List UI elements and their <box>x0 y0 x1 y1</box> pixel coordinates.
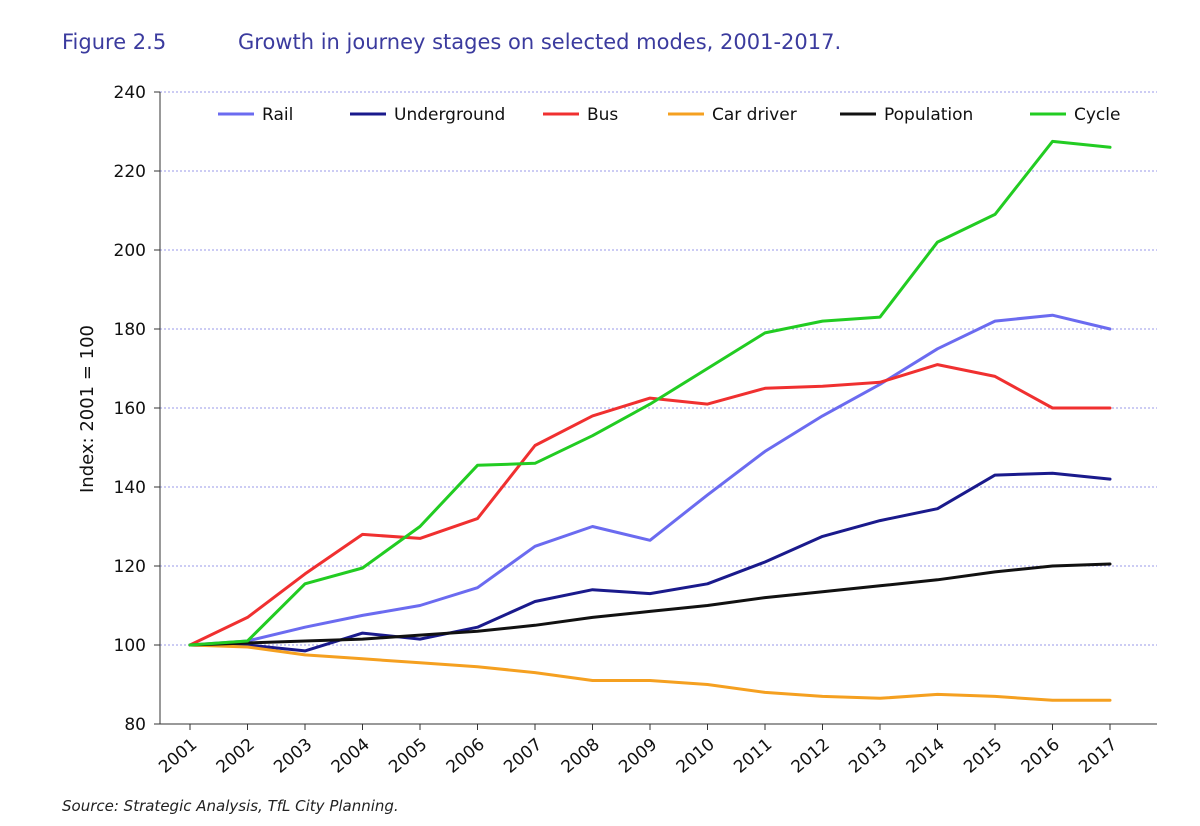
y-tick-label-120: 120 <box>114 557 146 577</box>
figure-label: Figure 2.5 <box>62 30 167 54</box>
y-tick-labels: 80 100 120 140 160 180 200 220 240 <box>114 83 146 735</box>
x-tick-label-2013: 2013 <box>845 735 891 778</box>
x-tick-label-2014: 2014 <box>903 735 949 778</box>
legend: Rail Underground Bus Car driver Population Cy… <box>218 105 1120 125</box>
x-tick-label-2002: 2002 <box>213 735 259 778</box>
x-tick-label-2015: 2015 <box>960 735 1006 778</box>
y-axis-title: Index: 2001 = 100 <box>77 325 98 493</box>
y-tick-label-100: 100 <box>114 636 146 656</box>
x-tick-label-2006: 2006 <box>443 735 489 778</box>
x-tick-label-2017: 2017 <box>1075 735 1121 778</box>
figure-title: Growth in journey stages on selected mod… <box>238 30 842 54</box>
y-tick-label-220: 220 <box>114 162 146 182</box>
series-lines <box>188 139 1112 702</box>
x-tick-labels: 2001 2002 2003 2004 2005 2006 2007 2008 2009 2010… <box>155 735 1121 778</box>
legend-label-cycle: Cycle <box>1074 105 1120 125</box>
series-line-car-driver <box>188 643 1112 702</box>
y-tick-label-180: 180 <box>114 320 146 340</box>
y-tick-label-140: 140 <box>114 478 146 498</box>
legend-label-underground: Underground <box>394 105 505 125</box>
x-tick-label-2004: 2004 <box>328 735 374 778</box>
legend-label-bus: Bus <box>587 105 618 125</box>
x-tick-label-2007: 2007 <box>500 735 546 778</box>
series-line-cycle <box>188 139 1112 647</box>
source-note: Source: Strategic Analysis, TfL City Pla… <box>62 797 399 815</box>
x-tick-label-2001: 2001 <box>155 735 201 778</box>
x-tick-label-2008: 2008 <box>558 735 604 778</box>
series-line-rail <box>188 313 1112 647</box>
series-line-underground <box>188 471 1112 653</box>
legend-label-population: Population <box>884 105 973 125</box>
x-tick-label-2011: 2011 <box>730 735 776 778</box>
x-tick-label-2010: 2010 <box>673 735 719 778</box>
x-tick-label-2003: 2003 <box>270 735 316 778</box>
x-tick-label-2005: 2005 <box>385 735 431 778</box>
axes <box>154 91 1157 730</box>
x-tick-label-2016: 2016 <box>1018 735 1064 778</box>
legend-label-car-driver: Car driver <box>712 105 797 125</box>
series-line-population <box>188 562 1112 647</box>
y-tick-label-200: 200 <box>114 241 146 261</box>
x-tick-label-2009: 2009 <box>615 735 661 778</box>
grid-lines <box>160 91 1157 646</box>
legend-label-rail: Rail <box>262 105 293 125</box>
y-tick-label-240: 240 <box>114 83 146 103</box>
series-line-bus <box>188 363 1112 647</box>
y-tick-label-80: 80 <box>124 715 146 735</box>
x-tick-label-2012: 2012 <box>788 735 834 778</box>
y-tick-label-160: 160 <box>114 399 146 419</box>
